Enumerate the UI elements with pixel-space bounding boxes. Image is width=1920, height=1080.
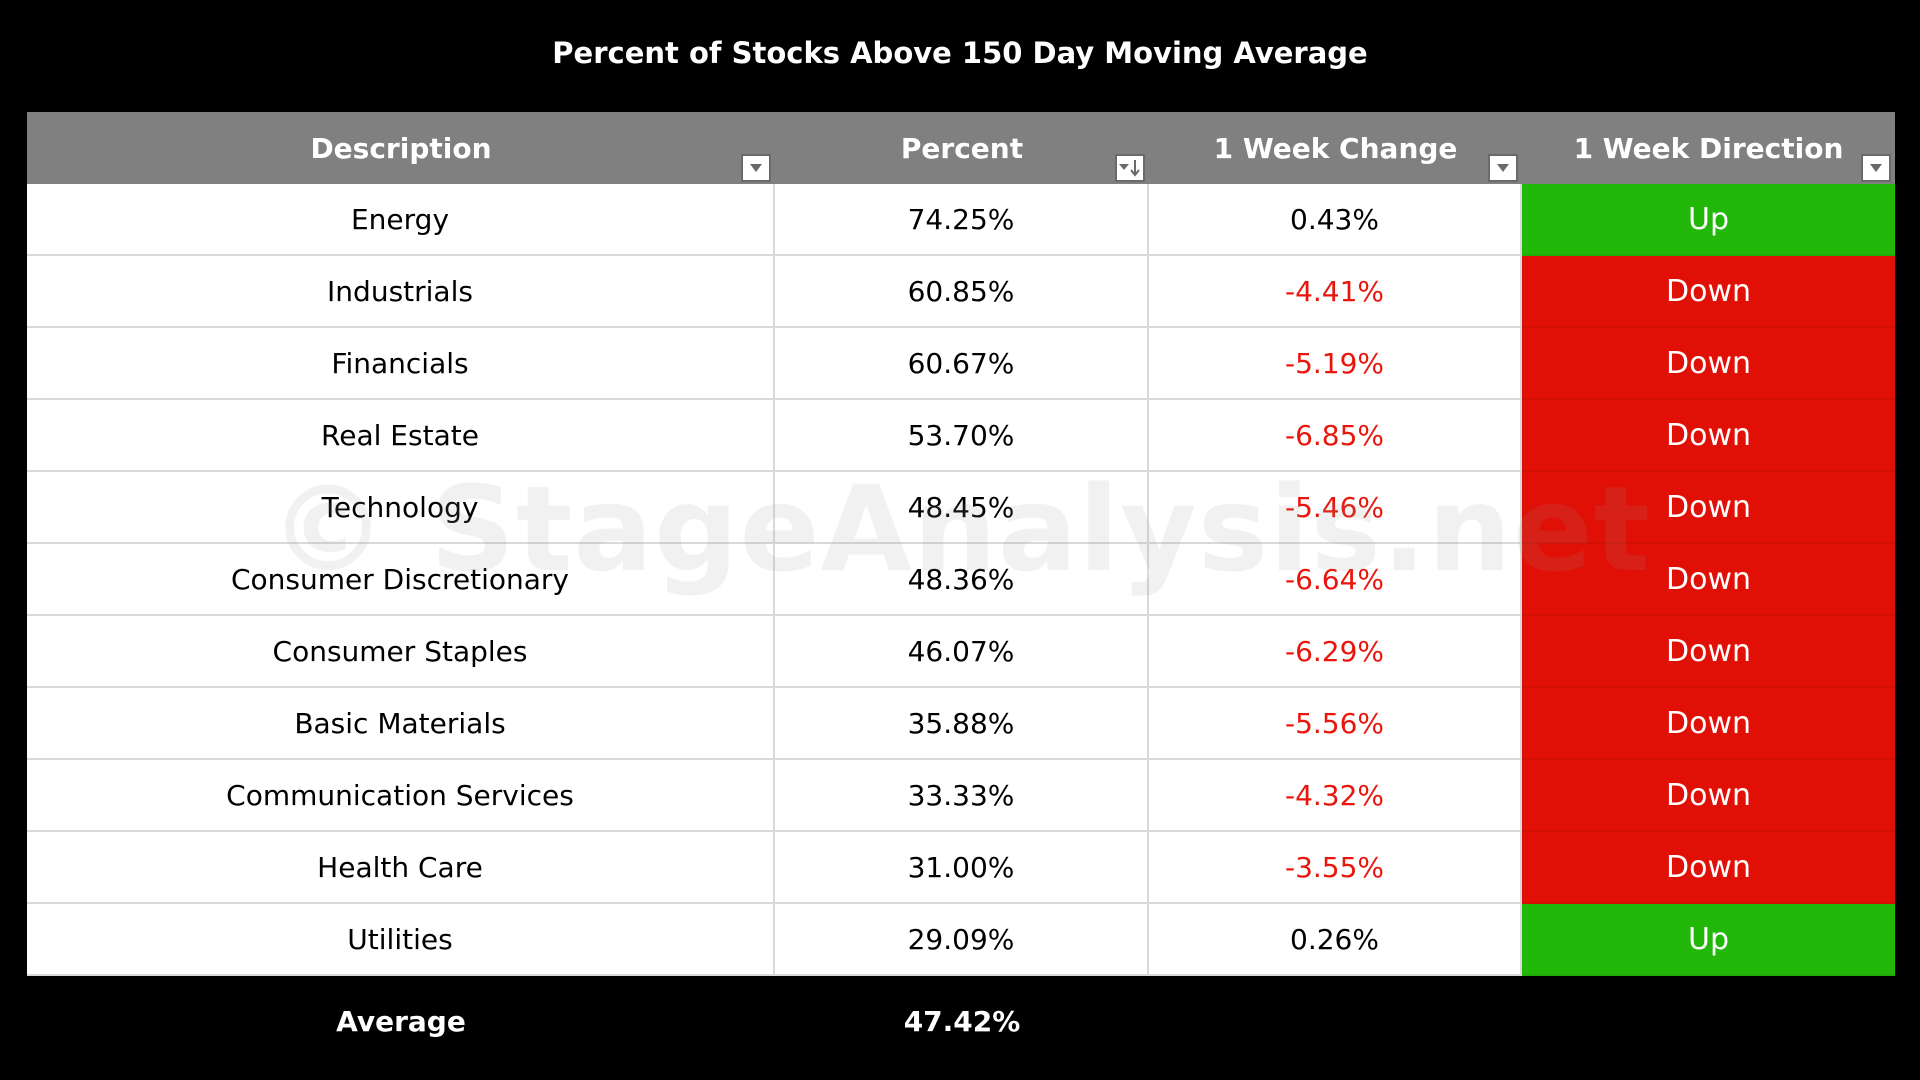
average-value: 47.42%	[903, 1004, 1021, 1038]
cell-description: Real Estate	[27, 400, 775, 472]
cell-week-direction: Up	[1522, 904, 1895, 976]
cell-percent: 33.33%	[775, 760, 1149, 832]
header-week-direction: 1 Week Direction	[1522, 112, 1895, 184]
table-row: Consumer Discretionary 48.36% -6.64% Down	[27, 544, 1895, 616]
table-row: Health Care 31.00% -3.55% Down	[27, 832, 1895, 904]
filter-dropdown-icon[interactable]	[741, 154, 771, 182]
table-row: Utilities 29.09% 0.26% Up	[27, 904, 1895, 976]
table-body: Energy 74.25% 0.43% Up Industrials 60.85% -4.4…	[27, 184, 1895, 976]
header-week-change-label: 1 Week Change	[1213, 131, 1458, 165]
cell-week-change: 0.26%	[1149, 904, 1522, 976]
cell-percent: 29.09%	[775, 904, 1149, 976]
header-week-direction-label: 1 Week Direction	[1573, 131, 1844, 165]
cell-week-direction: Down	[1522, 832, 1895, 904]
cell-percent: 74.25%	[775, 184, 1149, 256]
table-row: Industrials 60.85% -4.41% Down	[27, 256, 1895, 328]
table-row: Communication Services 33.33% -4.32% Down	[27, 760, 1895, 832]
cell-description: Health Care	[27, 832, 775, 904]
header-description: Description	[27, 112, 775, 184]
cell-description: Industrials	[27, 256, 775, 328]
cell-description: Energy	[27, 184, 775, 256]
cell-week-direction: Down	[1522, 544, 1895, 616]
cell-week-direction: Down	[1522, 256, 1895, 328]
header-week-change: 1 Week Change	[1149, 112, 1522, 184]
cell-week-change: -5.46%	[1149, 472, 1522, 544]
cell-description: Basic Materials	[27, 688, 775, 760]
cell-week-change: -4.32%	[1149, 760, 1522, 832]
data-table: Description Percent 1 Week Change 1 Week	[27, 112, 1895, 1066]
cell-week-change: -6.85%	[1149, 400, 1522, 472]
chart-title: Percent of Stocks Above 150 Day Moving A…	[552, 36, 1368, 70]
header-percent: Percent	[775, 112, 1149, 184]
table-row: Technology 48.45% -5.46% Down	[27, 472, 1895, 544]
cell-percent: 60.67%	[775, 328, 1149, 400]
table-row: Basic Materials 35.88% -5.56% Down	[27, 688, 1895, 760]
cell-percent: 35.88%	[775, 688, 1149, 760]
cell-percent: 31.00%	[775, 832, 1149, 904]
cell-percent: 48.45%	[775, 472, 1149, 544]
cell-week-change: -3.55%	[1149, 832, 1522, 904]
cell-week-direction: Up	[1522, 184, 1895, 256]
cell-week-direction: Down	[1522, 616, 1895, 688]
sort-descending-filter-icon[interactable]	[1115, 154, 1145, 182]
cell-description: Consumer Discretionary	[27, 544, 775, 616]
cell-description: Technology	[27, 472, 775, 544]
cell-description: Communication Services	[27, 760, 775, 832]
cell-week-change: 0.43%	[1149, 184, 1522, 256]
table-row: Consumer Staples 46.07% -6.29% Down	[27, 616, 1895, 688]
filter-dropdown-icon[interactable]	[1488, 154, 1518, 182]
header-percent-label: Percent	[900, 131, 1024, 165]
cell-description: Utilities	[27, 904, 775, 976]
filter-dropdown-icon[interactable]	[1861, 154, 1891, 182]
cell-week-change: -5.56%	[1149, 688, 1522, 760]
table-row: Financials 60.67% -5.19% Down	[27, 328, 1895, 400]
header-description-label: Description	[310, 131, 492, 165]
cell-description: Financials	[27, 328, 775, 400]
table-header: Description Percent 1 Week Change 1 Week	[27, 112, 1895, 184]
cell-week-direction: Down	[1522, 400, 1895, 472]
cell-description: Consumer Staples	[27, 616, 775, 688]
cell-week-change: -5.19%	[1149, 328, 1522, 400]
cell-percent: 48.36%	[775, 544, 1149, 616]
cell-week-direction: Down	[1522, 328, 1895, 400]
table-row: Energy 74.25% 0.43% Up	[27, 184, 1895, 256]
cell-week-change: -6.64%	[1149, 544, 1522, 616]
cell-week-change: -4.41%	[1149, 256, 1522, 328]
cell-week-direction: Down	[1522, 760, 1895, 832]
cell-week-change: -6.29%	[1149, 616, 1522, 688]
table-row: Real Estate 53.70% -6.85% Down	[27, 400, 1895, 472]
cell-percent: 46.07%	[775, 616, 1149, 688]
cell-week-direction: Down	[1522, 688, 1895, 760]
average-row: Average 47.42%	[27, 976, 1895, 1066]
cell-percent: 53.70%	[775, 400, 1149, 472]
cell-percent: 60.85%	[775, 256, 1149, 328]
average-label: Average	[336, 1004, 466, 1038]
cell-week-direction: Down	[1522, 472, 1895, 544]
